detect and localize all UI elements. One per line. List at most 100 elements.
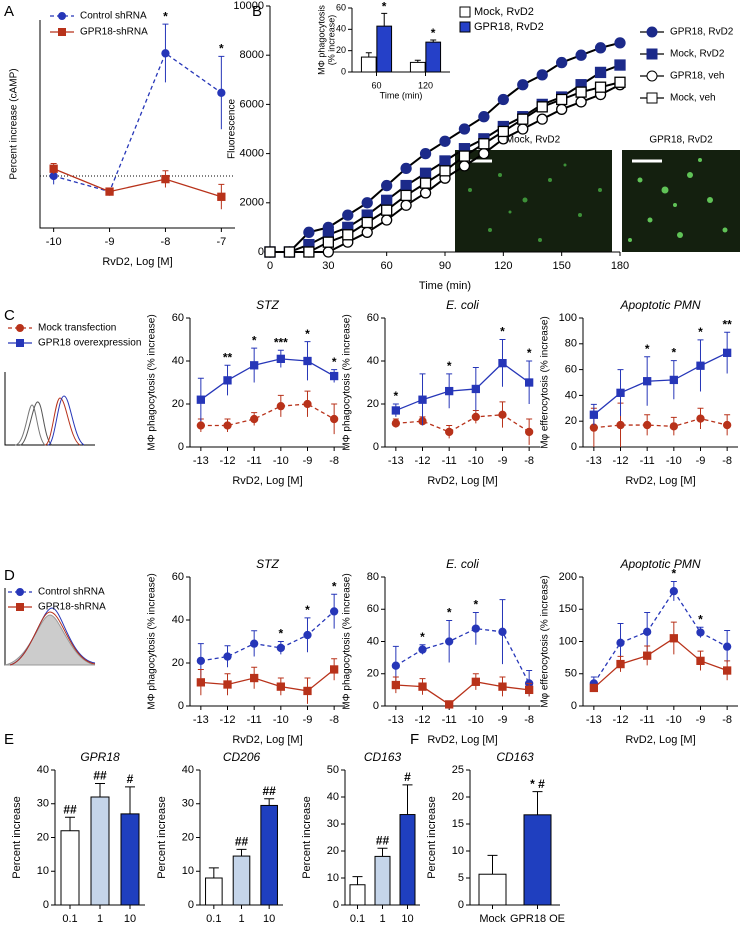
significance: *: [431, 26, 436, 40]
chart-title: CD206: [223, 750, 261, 764]
legend-marker: [646, 70, 658, 82]
x-tick-label: -12: [220, 714, 236, 726]
x-axis-label: RvD2, Log [M]: [427, 475, 497, 487]
legend-marker: [646, 92, 658, 104]
x-tick-label: -13: [388, 455, 404, 467]
x-tick-label: -9: [303, 714, 313, 726]
marker: [525, 427, 534, 437]
bar: [523, 814, 552, 906]
bar: [349, 884, 366, 906]
x-tick-label: 10: [401, 913, 413, 925]
x-tick-label: 0.1: [206, 913, 221, 925]
y-tick-label: 100: [559, 312, 577, 324]
bar: [205, 877, 223, 906]
legend-label: Control shRNA: [38, 587, 105, 598]
y-tick-label: 0: [258, 246, 264, 258]
marker: [329, 414, 339, 424]
marker: [445, 700, 454, 709]
significance: *: [252, 333, 257, 347]
y-tick-label: 0: [178, 441, 184, 453]
series-line: [593, 352, 728, 416]
x-tick-label: -13: [193, 714, 209, 726]
y-tick-label: 40: [367, 355, 379, 367]
x-tick-label: -12: [613, 455, 629, 467]
legend-marker: [16, 324, 24, 332]
y-tick-label: 40: [367, 635, 379, 647]
marker: [723, 642, 732, 651]
marker: [303, 630, 312, 640]
legend-marker: [16, 588, 24, 596]
error-bar: [352, 876, 363, 885]
x-tick-label: 1: [238, 913, 244, 925]
x-tick-label: -8: [722, 714, 732, 726]
marker: [575, 49, 587, 61]
series-line: [395, 362, 530, 412]
marker: [458, 150, 471, 162]
marker: [517, 113, 529, 125]
significance: *: [219, 42, 224, 56]
marker: [614, 76, 626, 88]
marker: [381, 179, 393, 192]
error-bar: [208, 867, 219, 878]
y-tick-label: 10: [182, 865, 194, 877]
marker: [589, 683, 598, 693]
marker: [669, 422, 678, 431]
marker: [250, 361, 259, 370]
y-tick-label: 20: [452, 791, 464, 803]
marker: [418, 645, 427, 654]
marker: [391, 661, 401, 670]
y-axis-label: Percent increase: [301, 796, 313, 879]
marker: [223, 680, 232, 689]
x-tick-label: -10: [666, 455, 682, 467]
legend-swatch: [459, 6, 471, 18]
marker: [381, 214, 393, 226]
y-tick-label: 0: [43, 899, 49, 911]
series-line: [200, 668, 335, 692]
y-tick-label: 6000: [240, 98, 264, 110]
x-tick-label: -10: [46, 236, 62, 248]
marker: [303, 356, 312, 366]
histogram-curve: [14, 404, 46, 446]
marker: [575, 86, 587, 98]
axes: [384, 577, 540, 707]
marker: [329, 607, 339, 616]
x-tick-label: -8: [329, 714, 339, 726]
x-tick-label: -8: [524, 714, 534, 726]
axes: [189, 318, 345, 448]
x-tick-label: -12: [220, 455, 236, 467]
chart-title: STZ: [256, 298, 279, 312]
legend-label: Control shRNA: [80, 11, 147, 22]
y-tick-label: 60: [336, 2, 346, 12]
y-tick-label: 0: [341, 66, 346, 76]
x-tick-label: -8: [722, 455, 732, 467]
marker: [478, 111, 490, 123]
x-tick-label: -11: [247, 714, 262, 726]
y-tick-label: 20: [327, 845, 339, 857]
x-tick-label: -10: [273, 714, 289, 726]
bar: [60, 830, 80, 906]
y-tick-label: 60: [367, 312, 379, 324]
x-tick-label: 120: [418, 80, 433, 90]
y-tick-label: 40: [172, 355, 184, 367]
marker: [217, 192, 226, 201]
axes: [582, 577, 738, 707]
x-tick-label: 60: [381, 260, 393, 272]
marker: [418, 395, 427, 404]
legend-label: GPR18-shRNA: [80, 27, 148, 38]
significance: *: [305, 603, 310, 617]
micrograph-mock: [455, 150, 612, 252]
y-tick-label: 2000: [240, 197, 264, 209]
axes: [582, 318, 738, 448]
marker: [381, 194, 393, 206]
marker: [616, 659, 625, 669]
marker: [445, 427, 454, 437]
series-line: [395, 414, 530, 433]
x-tick-label: -9: [696, 455, 706, 467]
y-tick-label: 30: [327, 818, 339, 830]
legend-label: Mock transfection: [38, 323, 116, 334]
marker: [498, 410, 507, 419]
micrograph-gpr18: [622, 150, 740, 252]
x-tick-label: -13: [586, 714, 602, 726]
marker: [589, 410, 598, 419]
